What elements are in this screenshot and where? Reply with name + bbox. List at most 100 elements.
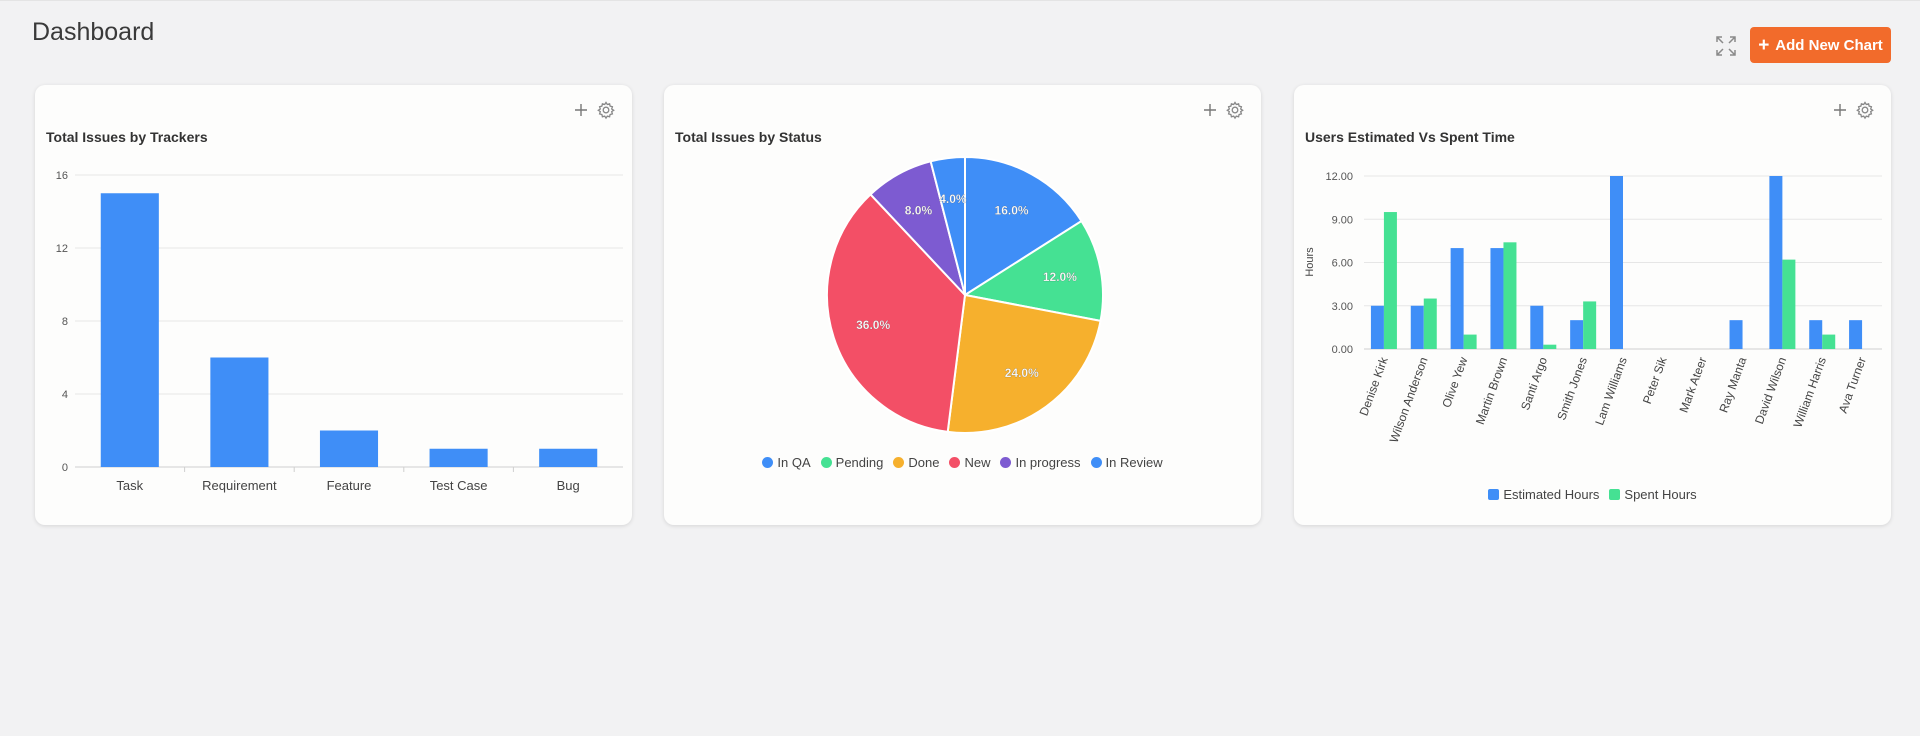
x-tick-label: David Wilson (1752, 355, 1789, 426)
legend-item[interactable]: Done (893, 455, 939, 470)
y-tick-label: 8 (62, 316, 68, 328)
plus-icon[interactable] (1830, 100, 1850, 120)
bar (1610, 176, 1623, 349)
pie-data-label: 24.0% (1005, 366, 1039, 380)
chart-card-status: Total Issues by Status 16.0% 12.0% 24.0% 36… (664, 85, 1261, 525)
bar (429, 448, 488, 467)
x-tick-label: Peter Sik (1640, 354, 1670, 405)
legend-label: Pending (835, 455, 884, 470)
y-tick-label: 0 (62, 462, 68, 474)
gear-icon[interactable] (1225, 100, 1245, 120)
x-tick-label: Wilson Anderson (1387, 355, 1431, 444)
x-tick-label: Martin Brown (1473, 355, 1510, 426)
legend-swatch (949, 457, 961, 468)
bar (1410, 305, 1424, 349)
y-axis-label: Hours (1304, 247, 1316, 277)
legend-item[interactable]: Pending (820, 455, 884, 470)
legend-label: New (964, 455, 991, 470)
y-tick-label: 12 (56, 243, 68, 255)
pie-legend: In QA Pending Done New In progress In Review (664, 455, 1261, 470)
chart-title: Total Issues by Status (675, 129, 822, 145)
pie-slice (826, 192, 967, 434)
x-tick-label: Mark Ateer (1677, 355, 1710, 414)
trackers-bar-chart: 0 4 8 12 16 Task Requirement Feature Test Case Bu… (56, 170, 623, 493)
x-tick-label: Test Case (430, 478, 488, 493)
add-new-chart-button[interactable]: + Add New Chart (1750, 27, 1891, 63)
y-tick-label: 0.00 (1332, 344, 1353, 356)
legend-item[interactable]: In progress (1000, 455, 1081, 470)
bar (1370, 305, 1384, 349)
legend-swatch (893, 457, 905, 468)
pie-data-label: 16.0% (995, 203, 1029, 217)
bar (1769, 176, 1783, 349)
pie-data-label: 4.0% (939, 192, 967, 206)
legend-label: In progress (1015, 455, 1081, 470)
pie-slice (929, 155, 966, 296)
bar (1809, 320, 1823, 349)
legend-swatch (1090, 457, 1102, 468)
legend-swatch (1609, 489, 1621, 500)
bar (1570, 320, 1584, 349)
bar (1583, 301, 1597, 349)
chart-card-time: Users Estimated Vs Spent Time 0.00 3.00 6.… (1294, 85, 1891, 525)
top-border (0, 0, 1920, 1)
x-tick-label: Smith Jones (1554, 355, 1590, 422)
x-tick-label: Olive Yew (1439, 355, 1470, 410)
y-tick-label: 16 (56, 170, 68, 182)
bar (1463, 334, 1477, 349)
x-tick-label: Ray Manta (1716, 355, 1749, 415)
legend-item[interactable]: New (949, 455, 990, 470)
legend-item[interactable]: Spent Hours (1609, 487, 1697, 502)
add-new-chart-label: Add New Chart (1775, 36, 1883, 54)
legend-label: In QA (777, 455, 811, 470)
y-tick-label: 12.00 (1325, 171, 1353, 183)
legend-swatch (1000, 457, 1012, 468)
bar (1729, 320, 1743, 349)
bar (1450, 248, 1464, 349)
bar (1423, 298, 1437, 349)
expand-icon[interactable] (1714, 34, 1738, 58)
x-tick-label: Ava Turner (1836, 355, 1869, 415)
bar (1530, 305, 1544, 349)
bar (1782, 259, 1796, 349)
pie-data-label: 36.0% (856, 318, 890, 332)
gear-icon[interactable] (1855, 100, 1875, 120)
legend-swatch (820, 457, 832, 468)
legend-label: Spent Hours (1624, 487, 1697, 502)
bar (1490, 248, 1504, 349)
y-tick-label: 6.00 (1332, 258, 1353, 270)
bar (210, 357, 269, 467)
legend-label: In Review (1105, 455, 1163, 470)
legend-swatch (762, 457, 774, 468)
y-tick-label: 3.00 (1332, 301, 1353, 313)
x-tick-label: Task (116, 478, 143, 493)
bar-legend: Estimated Hours Spent Hours (1294, 487, 1891, 502)
x-tick-label: Requirement (202, 478, 277, 493)
chart-card-trackers: Total Issues by Trackers 0 4 8 12 16 Task Requ… (35, 85, 632, 525)
legend-item[interactable]: Estimated Hours (1488, 487, 1599, 502)
bar (539, 448, 598, 467)
x-tick-label: Lam Williams (1592, 355, 1630, 427)
x-tick-label: William Harris (1791, 355, 1829, 429)
plus-icon[interactable] (1200, 100, 1220, 120)
pie-slice (946, 293, 1102, 434)
pie-slice (964, 155, 1083, 297)
bar (1503, 242, 1517, 349)
gear-icon[interactable] (596, 100, 616, 120)
plus-icon: + (1758, 34, 1770, 56)
status-pie-chart: 16.0% 12.0% 24.0% 36.0% 8.0% 4.0% (826, 155, 1104, 434)
y-tick-label: 9.00 (1332, 214, 1353, 226)
bar (1822, 334, 1836, 349)
bar (1543, 344, 1557, 349)
legend-item[interactable]: In Review (1090, 455, 1163, 470)
plus-icon[interactable] (571, 100, 591, 120)
pie-data-label: 8.0% (905, 203, 933, 217)
bar (1849, 320, 1863, 349)
x-tick-label: Denise Kirk (1357, 354, 1391, 417)
x-tick-label: Feature (327, 478, 372, 493)
legend-item[interactable]: In QA (762, 455, 811, 470)
chart-title: Total Issues by Trackers (46, 129, 208, 145)
bar (319, 430, 379, 467)
chart-title: Users Estimated Vs Spent Time (1305, 129, 1515, 145)
pie-data-label: 12.0% (1043, 270, 1077, 284)
